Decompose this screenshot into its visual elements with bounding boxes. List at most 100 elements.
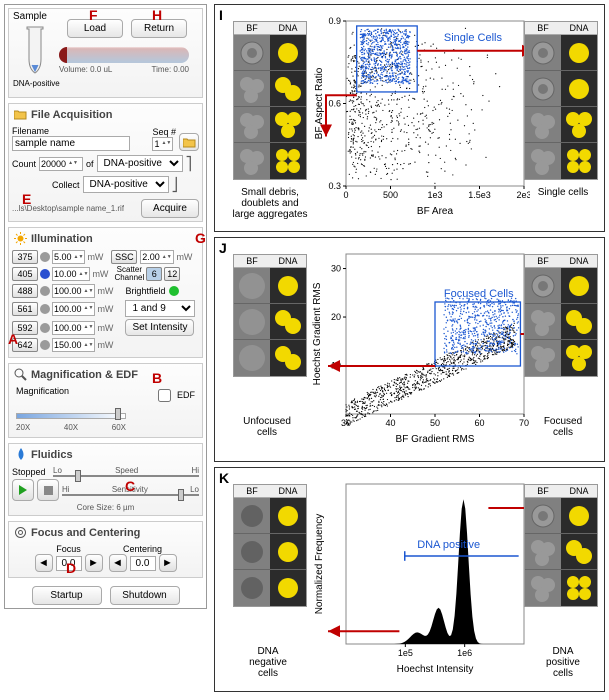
illum-title: Illumination bbox=[31, 233, 93, 245]
mag-slider[interactable] bbox=[16, 407, 126, 423]
label-D: D bbox=[66, 560, 76, 576]
laser-592-power[interactable]: 100.00▲▼ bbox=[52, 321, 95, 335]
chart-J: 3040506070102030Hoechst Gradient RMSBF G… bbox=[310, 246, 530, 446]
shutdown-button[interactable]: Shutdown bbox=[110, 586, 180, 605]
laser-row-561: 561100.00▲▼mW1 and 9 bbox=[12, 300, 199, 317]
centering-value[interactable]: 0.0 bbox=[130, 556, 156, 571]
scatter-ch-a[interactable]: 6 bbox=[146, 267, 162, 281]
brightfield-select[interactable]: 1 and 9 bbox=[125, 300, 195, 317]
fluidics-status: Stopped bbox=[12, 467, 50, 477]
of-label: of bbox=[86, 159, 94, 169]
svg-text:500: 500 bbox=[383, 190, 398, 200]
svg-text:40: 40 bbox=[385, 418, 395, 428]
svg-text:Focused Cells: Focused Cells bbox=[444, 288, 514, 300]
laser-row-405: 40510.00▲▼mWScatter Channel 6 12 bbox=[12, 266, 199, 282]
folder-browse-button[interactable] bbox=[179, 133, 199, 151]
filename-input[interactable] bbox=[12, 136, 130, 151]
scatter-channel-label: Scatter Channel bbox=[114, 266, 144, 282]
label-H: H bbox=[152, 7, 162, 23]
magnification-section: Magnification & EDF Magnification EDF 20… bbox=[8, 363, 203, 438]
panel-J-right-caption: Focused cells bbox=[528, 416, 598, 438]
brightfield-label: Brightfield bbox=[125, 286, 165, 296]
laser-561-power[interactable]: 100.00▲▼ bbox=[52, 302, 95, 316]
thumbs-I-left: BFDNA bbox=[233, 21, 307, 180]
laser-405-power[interactable]: 10.00▲▼ bbox=[52, 267, 90, 281]
laser-488-indicator bbox=[40, 286, 50, 296]
scatter-ch-b[interactable]: 12 bbox=[164, 267, 180, 281]
thumbs-K-right: BFDNA bbox=[524, 484, 598, 607]
collect-label: Collect bbox=[52, 180, 80, 190]
laser-561-toggle[interactable]: 561 bbox=[12, 302, 38, 316]
centering-label: Centering bbox=[109, 544, 177, 554]
time-value: 0.00 bbox=[173, 65, 189, 74]
core-label: Core Size: bbox=[77, 503, 114, 512]
stop-button[interactable] bbox=[37, 479, 59, 501]
laser-642-indicator bbox=[40, 340, 50, 350]
laser-375-toggle[interactable]: 375 bbox=[12, 250, 38, 264]
core-value: 6 µm bbox=[116, 503, 134, 512]
centering-left[interactable]: ◄ bbox=[109, 554, 127, 572]
svg-text:Normalized Frequency: Normalized Frequency bbox=[314, 514, 325, 615]
fluidics-section: Fluidics Stopped LoSpeedHi HiSensitivity… bbox=[8, 443, 203, 516]
panel-I-right-caption: Single cells bbox=[528, 187, 598, 198]
of-select[interactable]: DNA-positive bbox=[97, 155, 183, 172]
play-button[interactable] bbox=[12, 479, 34, 501]
laser-405-toggle[interactable]: 405 bbox=[12, 267, 38, 281]
mag-title: Magnification & EDF bbox=[31, 369, 138, 381]
count-spinner[interactable]: 20000▲▼ bbox=[39, 157, 83, 171]
laser-375-indicator bbox=[40, 252, 50, 262]
set-intensity-button[interactable]: Set Intensity bbox=[125, 319, 194, 336]
edf-checkbox-label[interactable]: EDF bbox=[154, 386, 195, 405]
edf-checkbox[interactable] bbox=[158, 389, 171, 402]
laser-488-power[interactable]: 100.00▲▼ bbox=[52, 284, 95, 298]
svg-text:60: 60 bbox=[474, 418, 484, 428]
acquire-button[interactable]: Acquire bbox=[141, 199, 199, 218]
thumbs-I-right: BFDNA bbox=[524, 21, 598, 180]
sample-subtitle: DNA-positive bbox=[13, 79, 60, 88]
panel-K-right-thumbs: BFDNA bbox=[524, 484, 598, 607]
count-label: Count bbox=[12, 159, 36, 169]
focus-title: Focus and Centering bbox=[31, 527, 140, 539]
svg-text:30: 30 bbox=[331, 264, 341, 274]
volume-bar bbox=[59, 47, 189, 63]
seq-spinner[interactable]: 1▲▼ bbox=[152, 137, 173, 151]
laser-row-592: 592100.00▲▼mWSet Intensity bbox=[12, 319, 199, 336]
ssc-value[interactable]: 2.00▲▼ bbox=[140, 250, 173, 264]
svg-text:1.5e3: 1.5e3 bbox=[468, 190, 491, 200]
svg-text:50: 50 bbox=[430, 418, 440, 428]
chart-I: 05001e31.5e32e30.30.60.9BF Aspect RatioB… bbox=[310, 13, 530, 218]
panel-I-left-thumbs: BFDNA bbox=[233, 21, 307, 180]
file-acq-title: File Acquisition bbox=[31, 109, 113, 121]
svg-text:1e5: 1e5 bbox=[398, 648, 413, 658]
panel-K-right-caption: DNA positive cells bbox=[528, 646, 598, 679]
panel-I-right-thumbs: BFDNA bbox=[524, 21, 598, 180]
focus-right[interactable]: ► bbox=[85, 554, 103, 572]
panel-I-left-caption: Small debris, doublets and large aggrega… bbox=[225, 187, 315, 220]
laser-488-toggle[interactable]: 488 bbox=[12, 284, 38, 298]
startup-button[interactable]: Startup bbox=[32, 586, 102, 605]
speed-slider[interactable] bbox=[53, 475, 199, 477]
collect-select[interactable]: DNA-positive bbox=[83, 176, 169, 193]
seq-label: Seq # bbox=[152, 127, 176, 137]
svg-text:Hoechst Gradient RMS: Hoechst Gradient RMS bbox=[312, 282, 323, 385]
panel-K-label: K bbox=[219, 470, 229, 486]
illumination-section: Illumination 3755.00▲▼mWSSC 2.00▲▼ mW405… bbox=[8, 227, 203, 358]
label-E: E bbox=[22, 191, 31, 207]
panel-J-left-thumbs: BFDNA bbox=[233, 254, 307, 377]
brightfield-indicator bbox=[169, 286, 179, 296]
panel-J-left-caption: Unfocused cells bbox=[229, 416, 305, 438]
focus-left[interactable]: ◄ bbox=[35, 554, 53, 572]
panel-K-left-caption: DNA negative cells bbox=[233, 646, 303, 679]
time-label: Time: bbox=[151, 65, 171, 74]
laser-375-power[interactable]: 5.00▲▼ bbox=[52, 250, 85, 264]
volume-value: 0.0 uL bbox=[90, 65, 112, 74]
laser-561-indicator bbox=[40, 304, 50, 314]
fluidics-title: Fluidics bbox=[31, 449, 73, 461]
svg-text:0: 0 bbox=[343, 190, 348, 200]
centering-right[interactable]: ► bbox=[159, 554, 177, 572]
laser-642-power[interactable]: 150.00▲▼ bbox=[52, 338, 95, 352]
thumbs-K-left: BFDNA bbox=[233, 484, 307, 607]
analysis-panels: I BFDNA Small debris, doublets and large… bbox=[214, 4, 605, 697]
label-G: G bbox=[195, 230, 206, 246]
svg-text:BF Area: BF Area bbox=[417, 206, 454, 217]
